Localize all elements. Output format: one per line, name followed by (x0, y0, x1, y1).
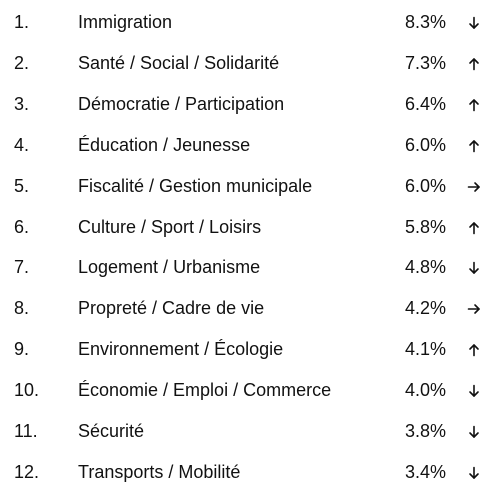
arrow-up-icon (466, 342, 482, 358)
share-value: 8.3% (404, 12, 446, 32)
topic-label: Culture / Sport / Loisirs (78, 216, 262, 237)
share-value: 3.8% (404, 421, 446, 441)
ranking-row: 5. Fiscalité / Gestion municipale 6.0% (0, 166, 500, 207)
topic-label: Santé / Social / Solidarité (78, 52, 280, 73)
ranking-row: 4. Éducation / Jeunesse 6.0% (0, 125, 500, 166)
ranking-row: 6. Culture / Sport / Loisirs 5.8% (0, 207, 500, 248)
topic-label: Transports / Mobilité (78, 461, 241, 482)
rank-number: 2. (14, 52, 30, 73)
arrow-up-icon (466, 138, 482, 154)
rank-number: 12. (14, 461, 40, 482)
arrow-up-icon (466, 97, 482, 113)
topic-label: Logement / Urbanisme (78, 257, 261, 278)
rank-number: 11. (14, 421, 38, 441)
share-value: 4.2% (404, 298, 446, 319)
rank-number: 4. (14, 134, 30, 155)
topic-label: Éducation / Jeunesse (78, 134, 251, 155)
share-value: 3.4% (404, 461, 446, 482)
share-value: 6.0% (404, 134, 446, 155)
topic-label: Environnement / Écologie (78, 339, 284, 360)
arrow-right-icon (466, 301, 482, 317)
topic-label: Propreté / Cadre de vie (78, 298, 265, 319)
topic-label: Démocratie / Participation (78, 93, 285, 114)
ranking-row: 8. Propreté / Cadre de vie 4.2% (0, 288, 500, 329)
share-value: 6.0% (404, 175, 446, 196)
ranking-row: 9. Environnement / Écologie 4.1% (0, 329, 500, 370)
share-value: 4.0% (404, 380, 446, 401)
topic-label: Immigration (78, 12, 173, 32)
arrow-right-icon (466, 179, 482, 195)
arrow-up-icon (466, 56, 482, 72)
rank-number: 9. (14, 339, 30, 360)
share-value: 4.8% (404, 257, 446, 278)
share-value: 4.1% (404, 339, 446, 360)
ranking-row: 2. Santé / Social / Solidarité 7.3% (0, 43, 500, 84)
ranking-row: 3. Démocratie / Participation 6.4% (0, 84, 500, 125)
topic-label: Fiscalité / Gestion municipale (78, 175, 313, 196)
rank-number: 6. (14, 216, 30, 237)
arrow-down-icon (466, 260, 482, 276)
ranking-row: 10. Économie / Emploi / Commerce 4.0% (0, 370, 500, 411)
rank-number: 1. (14, 12, 30, 32)
rank-number: 3. (14, 93, 30, 114)
rank-number: 8. (14, 298, 30, 319)
rank-number: 7. (14, 257, 30, 278)
arrow-down-icon (466, 465, 482, 481)
share-value: 7.3% (404, 52, 446, 73)
share-value: 5.8% (404, 216, 446, 237)
arrow-up-icon (466, 220, 482, 236)
arrow-down-icon (466, 15, 482, 31)
ranking-row: 12. Transports / Mobilité 3.4% (0, 452, 500, 493)
rank-number: 10. (14, 380, 40, 401)
rank-number: 5. (14, 175, 30, 196)
ranking-row: 11. Sécurité 3.8% (0, 411, 500, 452)
topic-label: Sécurité (78, 421, 145, 441)
arrow-down-icon (466, 383, 482, 399)
topic-label: Économie / Emploi / Commerce (78, 380, 332, 401)
share-value: 6.4% (404, 93, 446, 114)
ranking-row: 7. Logement / Urbanisme 4.8% (0, 247, 500, 288)
arrow-down-icon (466, 424, 482, 440)
ranking-row: 1. Immigration 8.3% (0, 2, 500, 43)
